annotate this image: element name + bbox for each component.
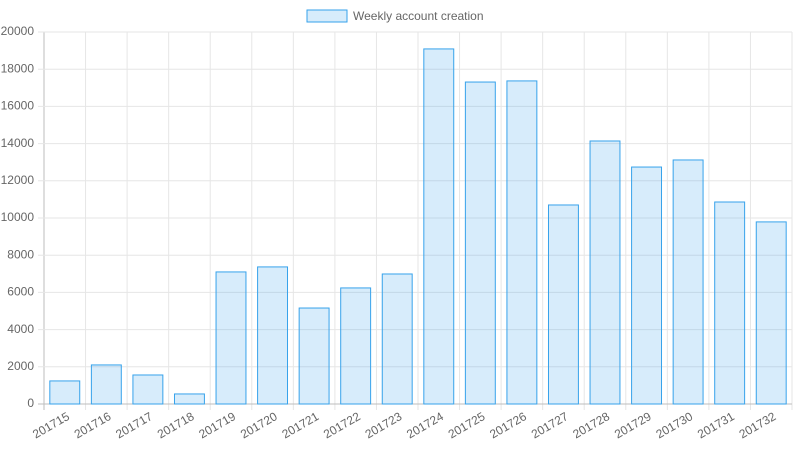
x-tick-label: 201725 — [446, 409, 488, 441]
x-tick-label: 201719 — [196, 409, 238, 441]
bar — [340, 287, 372, 405]
legend-swatch[interactable] — [306, 9, 348, 23]
bar — [755, 221, 787, 405]
y-tick-label: 0 — [27, 396, 34, 410]
x-tick-label: 201730 — [654, 409, 696, 441]
x-tick-label: 201724 — [404, 409, 446, 441]
x-tick-label: 201722 — [321, 409, 363, 441]
bar — [589, 140, 621, 405]
bar — [298, 307, 330, 405]
x-tick-label: 201721 — [280, 409, 322, 441]
x-tick-label: 201726 — [487, 409, 529, 441]
x-tick-label: 201720 — [238, 409, 280, 441]
y-tick-label: 20000 — [1, 24, 35, 38]
bar — [132, 374, 164, 405]
y-tick-label: 10000 — [1, 210, 35, 224]
x-tick-label: 201718 — [155, 409, 197, 441]
legend-label[interactable]: Weekly account creation — [353, 9, 484, 23]
bar — [90, 364, 122, 405]
x-tick-label: 201715 — [30, 409, 72, 441]
x-tick-label: 201731 — [695, 409, 737, 441]
y-tick-label: 4000 — [7, 322, 34, 336]
x-tick-label: 201723 — [363, 409, 405, 441]
bar — [506, 80, 538, 405]
x-tick-label: 201727 — [529, 409, 571, 441]
bar — [631, 166, 663, 405]
y-tick-label: 6000 — [7, 285, 34, 299]
y-tick-label: 8000 — [7, 247, 34, 261]
bar — [547, 204, 579, 405]
y-tick-label: 12000 — [1, 173, 35, 187]
x-tick-label: 201732 — [737, 409, 779, 441]
y-tick-label: 16000 — [1, 99, 35, 113]
bar — [173, 393, 205, 405]
x-tick-label: 201717 — [113, 409, 155, 441]
bar — [257, 266, 289, 405]
y-tick-label: 14000 — [1, 136, 35, 150]
x-tick-label: 201729 — [612, 409, 654, 441]
bar — [215, 271, 247, 405]
x-tick-label: 201716 — [72, 409, 114, 441]
bar — [49, 380, 81, 405]
y-tick-label: 2000 — [7, 359, 34, 373]
bar — [423, 48, 455, 405]
bar — [464, 81, 496, 405]
bar — [714, 201, 746, 405]
x-tick-label: 201728 — [570, 409, 612, 441]
bar — [381, 273, 413, 405]
y-tick-label: 18000 — [1, 61, 35, 75]
bar — [672, 159, 704, 405]
